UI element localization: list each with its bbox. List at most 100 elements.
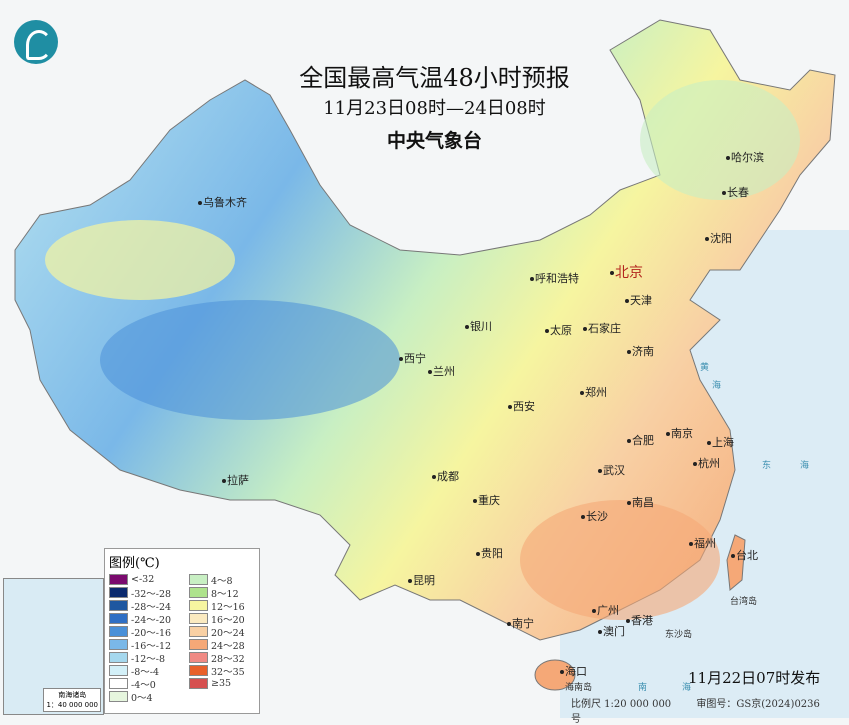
legend-swatch xyxy=(189,600,208,611)
city-name: 太原 xyxy=(550,324,572,337)
legend-swatch xyxy=(189,587,208,598)
city-name: 西安 xyxy=(513,400,535,413)
city-marker-icon xyxy=(465,325,469,329)
city-name: 西宁 xyxy=(404,352,426,365)
sea-label: 海 xyxy=(712,381,722,391)
legend-swatch xyxy=(109,691,128,702)
city-label: 拉萨 xyxy=(222,472,249,488)
island-label: 东沙岛 xyxy=(665,630,693,640)
city-label: 海口 xyxy=(560,663,587,679)
city-label: 成都 xyxy=(432,468,459,484)
issued-time: 11月22日07时发布 xyxy=(688,669,821,687)
city-marker-icon xyxy=(428,370,432,374)
island-label: 台湾岛 xyxy=(730,597,758,607)
legend-label: -4～0 xyxy=(131,679,156,691)
city-name: 南昌 xyxy=(632,496,654,509)
city-marker-icon xyxy=(627,439,631,443)
legend-label: -20～-16 xyxy=(131,627,172,639)
legend-item: 24～28 xyxy=(189,638,259,652)
legend-item: ≥35 xyxy=(189,677,259,690)
city-label: 石家庄 xyxy=(583,320,621,336)
city-label: 北京 xyxy=(610,262,643,282)
city-marker-icon xyxy=(598,469,602,473)
city-marker-icon xyxy=(583,327,587,331)
city-name: 乌鲁木齐 xyxy=(203,196,247,209)
city-name: 贵阳 xyxy=(481,547,503,560)
city-marker-icon xyxy=(625,299,629,303)
city-marker-icon xyxy=(432,475,436,479)
map-scale: 比例尺 1:20 000 000 xyxy=(571,699,672,710)
legend-swatch xyxy=(189,613,208,624)
city-name: 武汉 xyxy=(603,464,625,477)
legend-item: -32～-28 xyxy=(109,586,189,600)
legend-label: 24～28 xyxy=(211,640,245,652)
legend-item: 32～35 xyxy=(189,664,259,678)
legend-item: -24～-20 xyxy=(109,612,189,626)
legend-label: -16～-12 xyxy=(131,640,172,652)
legend-item: -16～-12 xyxy=(109,638,189,652)
legend-item: -12～-8 xyxy=(109,651,189,665)
city-marker-icon xyxy=(507,622,511,626)
city-name: 天津 xyxy=(630,294,652,307)
city-name: 呼和浩特 xyxy=(535,272,579,285)
city-label: 昆明 xyxy=(408,572,435,588)
city-name: 南宁 xyxy=(512,617,534,630)
legend-swatch xyxy=(189,626,208,637)
city-label: 澳门 xyxy=(598,623,625,639)
legend-swatch xyxy=(109,678,128,689)
inset-title: 南海诸岛 xyxy=(58,691,87,699)
city-label: 乌鲁木齐 xyxy=(198,194,247,210)
city-name: 上海 xyxy=(712,436,734,449)
taiwan-island xyxy=(726,534,746,591)
city-name: 重庆 xyxy=(478,494,500,507)
legend-item: 12～16 xyxy=(189,599,259,613)
legend-swatch xyxy=(189,639,208,650)
city-label: 台北 xyxy=(731,547,758,563)
city-name: 拉萨 xyxy=(227,474,249,487)
sea-label: 海 xyxy=(682,683,692,693)
legend-item: 28～32 xyxy=(189,651,259,665)
city-name: 澳门 xyxy=(603,625,625,638)
city-name: 海口 xyxy=(565,665,587,678)
sea-label: 东 xyxy=(762,461,772,471)
footer: 比例尺 1:20 000 000 审图号：GS京(2024)0236号 xyxy=(571,695,849,725)
city-name: 北京 xyxy=(615,265,643,281)
city-marker-icon xyxy=(689,542,693,546)
legend-label: 8～12 xyxy=(211,588,239,600)
city-marker-icon xyxy=(592,609,596,613)
city-marker-icon xyxy=(731,554,735,558)
city-label: 西安 xyxy=(508,398,535,414)
tarim-basin-warm-area xyxy=(45,220,235,300)
city-marker-icon xyxy=(580,391,584,395)
city-name: 南京 xyxy=(671,427,693,440)
city-name: 香港 xyxy=(631,614,653,627)
city-label: 郑州 xyxy=(580,384,607,400)
city-marker-icon xyxy=(627,501,631,505)
legend-swatch xyxy=(109,600,128,611)
city-marker-icon xyxy=(399,357,403,361)
hainan-island xyxy=(534,659,576,691)
city-label: 兰州 xyxy=(428,363,455,379)
legend-item: 16～20 xyxy=(189,612,259,626)
legend-label: 20～24 xyxy=(211,627,245,639)
city-marker-icon xyxy=(476,552,480,556)
legend-swatch xyxy=(109,665,128,676)
city-label: 济南 xyxy=(627,343,654,359)
legend-swatch xyxy=(109,613,128,624)
legend-item: -8～-4 xyxy=(109,664,189,678)
legend-label: 12～16 xyxy=(211,601,245,613)
northeast-cool-area xyxy=(640,80,800,200)
sea-label: 南 xyxy=(638,683,648,693)
city-label: 长沙 xyxy=(581,508,608,524)
legend-swatch xyxy=(189,574,208,585)
city-label: 沈阳 xyxy=(705,230,732,246)
city-label: 呼和浩特 xyxy=(530,270,579,286)
legend-label: 32～35 xyxy=(211,666,245,678)
legend-label: -12～-8 xyxy=(131,653,166,665)
city-marker-icon xyxy=(473,499,477,503)
legend-item: -4～0 xyxy=(109,677,189,691)
legend-swatch xyxy=(189,678,208,689)
forecast-period: 11月23日08时—24日08时 xyxy=(323,98,546,119)
legend: 图例(℃) <-32 -32～-28 -28～-24 -24～-20 -20～-16 -1… xyxy=(104,548,260,714)
